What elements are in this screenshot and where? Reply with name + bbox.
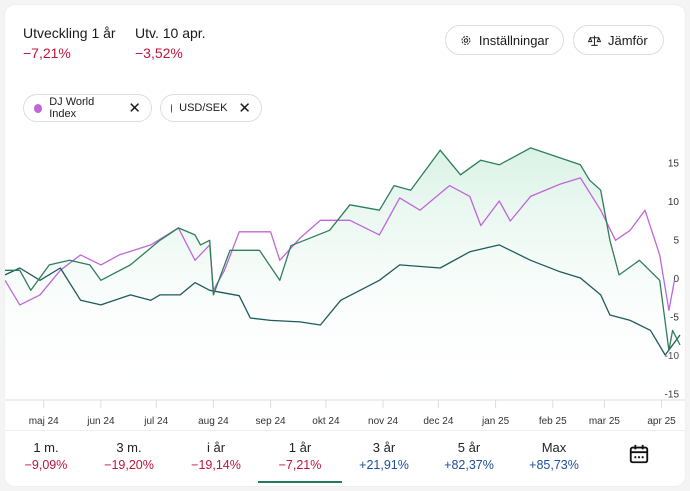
tab-period[interactable]: 3 m. −19,20%: [87, 431, 171, 483]
tab-period[interactable]: 1 m. −9,09%: [4, 431, 88, 483]
tab-label: 1 år: [288, 440, 312, 455]
tab-return-value: +21,91%: [359, 458, 409, 472]
chip-dj-world-index: DJ World Index ✕: [23, 94, 152, 122]
tab-return-value: −9,09%: [24, 458, 68, 472]
chip-label: USD/SEK: [179, 102, 228, 114]
chart-card: Utveckling 1 år −7,21% Utv. 10 apr. −3,5…: [5, 5, 685, 486]
settings-button[interactable]: Inställningar: [445, 25, 564, 55]
gear-icon: [461, 35, 471, 45]
x-tick-label: apr 25: [647, 416, 676, 427]
tab-return-value: −19,14%: [191, 458, 241, 472]
tab-period[interactable]: 1 år −7,21%: [258, 431, 342, 483]
tab-return-value: −7,21%: [278, 458, 322, 472]
tab-label: 3 m.: [116, 440, 142, 455]
period-tabs: 1 m. −9,09% 3 m. −19,20% i år −19,14% 1 år −7,2…: [5, 430, 685, 487]
y-tick-label: 5: [673, 236, 679, 247]
x-tick-label: okt 24: [312, 416, 340, 427]
x-tick-label: sep 24: [256, 416, 286, 427]
x-tick-label: nov 24: [368, 416, 398, 427]
settings-label: Inställningar: [478, 32, 549, 48]
tab-period[interactable]: Max +85,73%: [512, 431, 596, 483]
stat-value: −3,52%: [135, 45, 183, 61]
x-tick-label: mar 25: [589, 416, 621, 427]
x-tick-label: jan 25: [481, 416, 510, 427]
close-icon[interactable]: ✕: [128, 99, 141, 117]
x-tick-label: aug 24: [198, 416, 229, 427]
price-chart[interactable]: maj 24 jun 24 jul 24 aug 24 sep 24 okt 24 nov …: [5, 5, 685, 430]
y-tick-label: 10: [668, 197, 680, 208]
x-tick-label: jun 24: [86, 416, 115, 427]
close-icon[interactable]: ✕: [238, 99, 251, 117]
chip-usd-sek: USD/SEK ✕: [160, 94, 262, 122]
tab-period[interactable]: 5 år +82,37%: [427, 431, 511, 483]
series-color-dot: [34, 103, 43, 113]
calendar-button[interactable]: [628, 443, 650, 470]
tab-label: 1 m.: [33, 440, 59, 455]
series-line-usd-sek: [5, 244, 681, 356]
y-tick-label: 15: [668, 159, 680, 170]
x-tick-label: maj 24: [29, 416, 59, 427]
compare-label: Jämför: [608, 32, 648, 48]
tab-return-value: −19,20%: [104, 458, 154, 472]
series-line-dj-world-index: [5, 177, 676, 311]
tab-return-value: +82,37%: [444, 458, 494, 472]
stat-date: Utv. 10 apr. −3,52%: [135, 25, 206, 61]
x-tick-label: jul 24: [143, 416, 168, 427]
series-area-fill: [5, 147, 680, 400]
x-tick-label: dec 24: [423, 416, 453, 427]
tab-period[interactable]: 3 år +21,91%: [342, 431, 426, 483]
y-tick-label: -5: [670, 313, 679, 324]
tab-label: 5 år: [457, 440, 481, 455]
stat-1y: Utveckling 1 år −7,21%: [23, 25, 116, 61]
stat-label: Utv. 10 apr.: [135, 25, 206, 41]
tab-label: Max: [541, 440, 567, 455]
x-tick-label: feb 25: [539, 416, 567, 427]
series-line-main: [5, 147, 681, 352]
calendar-icon: [629, 444, 649, 464]
tab-label: 3 år: [372, 440, 396, 455]
stat-value: −7,21%: [23, 45, 71, 61]
scale-icon: [588, 35, 601, 46]
chip-label: DJ World Index: [49, 96, 95, 120]
compare-button[interactable]: Jämför: [573, 25, 664, 55]
tab-return-value: +85,73%: [529, 458, 579, 472]
y-tick-label: 0: [673, 274, 679, 285]
tab-period[interactable]: i år −19,14%: [174, 431, 258, 483]
series-color-dot: [171, 103, 173, 113]
tab-label: i år: [206, 440, 226, 455]
stat-label: Utveckling 1 år: [23, 25, 116, 41]
